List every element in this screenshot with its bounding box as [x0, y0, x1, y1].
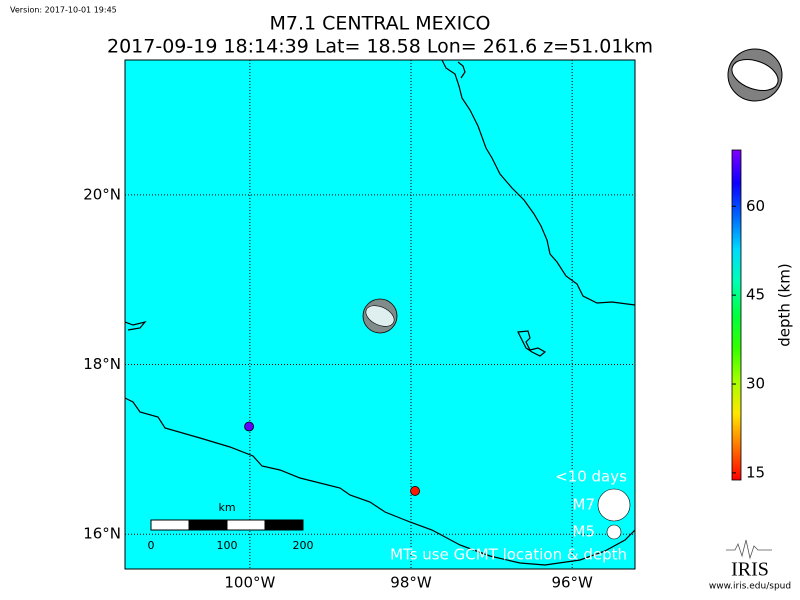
- lon-label: 96°W: [551, 574, 593, 592]
- colorbar-tick-label: 45: [746, 286, 765, 304]
- coastline: [125, 60, 635, 566]
- event: [410, 486, 420, 496]
- colorbar-tick-label: 30: [746, 375, 765, 393]
- top-mechanism: [727, 48, 783, 102]
- legend-symbol: [606, 524, 622, 540]
- main-mechanism: [362, 298, 398, 334]
- scale-label: 200: [293, 539, 314, 552]
- colorbar-tick-label: 15: [746, 463, 765, 481]
- logo-url: www.iris.edu/spud: [709, 582, 791, 592]
- legend-symbol: [597, 488, 631, 522]
- scale-seg: [150, 519, 190, 531]
- coast-north-bit: [457, 61, 466, 79]
- logo: IRIS www.iris.edu/spud: [709, 539, 791, 592]
- scale-seg: [226, 519, 266, 531]
- lat-label: 18°N: [83, 355, 121, 373]
- scale-label: 100: [217, 539, 238, 552]
- legend-item: M7: [573, 496, 596, 514]
- beachball-nodal: [731, 58, 779, 92]
- legend-note: MTs use GCMT location & depth: [390, 546, 627, 564]
- lon-label: 100°W: [224, 574, 275, 592]
- logo-name: IRIS: [731, 559, 769, 581]
- scale-seg: [264, 519, 304, 531]
- colorbar-tick-label: 60: [746, 197, 765, 215]
- coast-south: [125, 397, 635, 566]
- map-frame: [124, 59, 636, 570]
- legend-item: M5: [573, 523, 596, 541]
- colorbar-label: depth (km): [776, 263, 794, 346]
- title: M7.1 CENTRAL MEXICO: [269, 13, 490, 35]
- logo-wave: [726, 539, 772, 560]
- beachball-nodal: [365, 305, 395, 327]
- scale-unit: km: [218, 501, 235, 514]
- scale-bar: km 0 100 200: [148, 501, 314, 552]
- legend-title: <10 days: [555, 468, 627, 486]
- scale-label: 0: [148, 539, 155, 552]
- lake: [517, 330, 547, 357]
- lat-label: 16°N: [83, 525, 121, 543]
- lon-label: 98°W: [390, 574, 432, 592]
- subtitle: 2017-09-19 18:14:39 Lat= 18.58 Lon= 261.…: [107, 36, 653, 58]
- event: [244, 421, 254, 432]
- coast-west-bit: [125, 320, 147, 331]
- scale-seg: [188, 519, 228, 531]
- colorbar: [731, 149, 742, 481]
- coast-east: [441, 60, 635, 306]
- lat-label: 20°N: [83, 185, 121, 203]
- version: Version: 2017-10-01 19:45: [10, 6, 117, 15]
